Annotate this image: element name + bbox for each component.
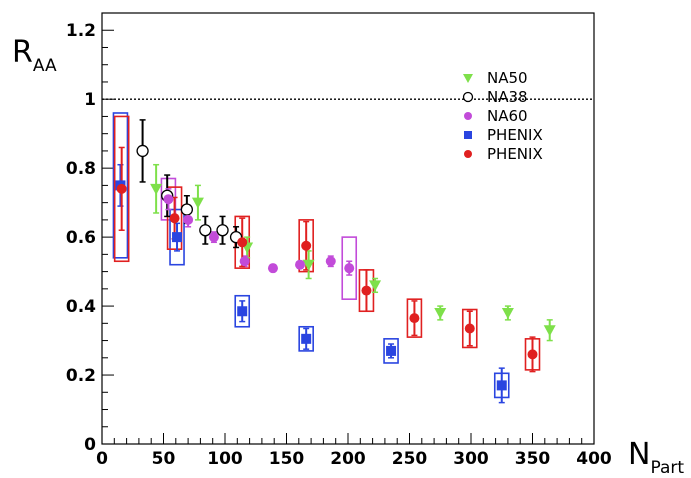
marker-phenix-3 bbox=[496, 380, 507, 391]
y-tick-label: 0.4 bbox=[66, 297, 96, 317]
x-tick-label: 200 bbox=[330, 449, 366, 469]
data-markers bbox=[115, 144, 556, 391]
marker-phenix-3 bbox=[386, 345, 397, 356]
sys-box-phenix-4 bbox=[298, 219, 314, 273]
marker-na60-2 bbox=[325, 256, 336, 267]
sys-box-phenix-4 bbox=[461, 308, 478, 349]
legend-label-na60-2: NA60 bbox=[487, 107, 528, 125]
legend-marker-phenix-4 bbox=[464, 150, 472, 158]
sys-box-phenix-4 bbox=[113, 115, 130, 263]
y-tick-label: 1 bbox=[84, 90, 96, 110]
y-tick-label: 0.2 bbox=[66, 366, 96, 386]
legend-marker-phenix-3 bbox=[464, 131, 472, 139]
legend-label-na38-1: NA38 bbox=[487, 88, 528, 106]
marker-na50-0 bbox=[191, 197, 204, 209]
marker-phenix-3 bbox=[172, 232, 183, 243]
sys-box-phenix-3 bbox=[383, 338, 399, 364]
marker-na60-2 bbox=[183, 214, 194, 225]
marker-na38-1 bbox=[199, 224, 212, 237]
legend-label-phenix-3: PHENIX bbox=[487, 126, 543, 144]
marker-na50-0 bbox=[434, 307, 447, 319]
marker-na50-0 bbox=[369, 280, 382, 292]
legend-label-na50-0: NA50 bbox=[487, 69, 528, 87]
marker-na50-0 bbox=[501, 307, 514, 319]
marker-na50-0 bbox=[543, 325, 556, 337]
sys-box-phenix-4 bbox=[166, 186, 183, 250]
y-tick-label: 0 bbox=[84, 435, 96, 455]
marker-na50-0 bbox=[150, 183, 163, 195]
marker-na60-2 bbox=[267, 263, 278, 274]
marker-phenix-4 bbox=[409, 313, 420, 324]
marker-phenix-3 bbox=[237, 306, 248, 317]
legend-label-phenix-4: PHENIX bbox=[487, 145, 543, 163]
x-tick-label: 100 bbox=[207, 449, 243, 469]
y-tick-label: 0.6 bbox=[66, 228, 96, 248]
marker-na60-2 bbox=[239, 256, 250, 267]
x-tick-label: 350 bbox=[515, 449, 551, 469]
x-tick-label: 50 bbox=[152, 449, 176, 469]
axis-tick-labels: 0 50 100 150 200 250 300 350 400 0 0.2 0.4 0.6 0.8 1 1.… bbox=[66, 21, 612, 469]
systematic-boxes bbox=[112, 112, 541, 399]
sys-box-phenix-3 bbox=[112, 112, 129, 259]
marker-na60-2 bbox=[208, 232, 219, 243]
marker-phenix-4 bbox=[237, 237, 248, 248]
legend-marker-na60-2 bbox=[464, 112, 472, 120]
marker-phenix-3 bbox=[301, 333, 312, 344]
axis-ticks bbox=[101, 12, 595, 445]
marker-phenix-4 bbox=[464, 323, 475, 334]
marker-na38-1 bbox=[216, 224, 229, 237]
marker-phenix-4 bbox=[116, 183, 127, 194]
y-tick-label: 0.8 bbox=[66, 159, 96, 179]
marker-phenix-4 bbox=[169, 213, 180, 224]
marker-phenix-4 bbox=[527, 349, 538, 360]
y-tick-label: 1.2 bbox=[66, 21, 96, 41]
x-tick-label: 250 bbox=[392, 449, 428, 469]
sys-box-phenix-4 bbox=[406, 298, 423, 338]
sys-box-phenix-3 bbox=[298, 325, 314, 352]
sys-box-phenix-3 bbox=[169, 208, 185, 266]
sys-box-na60-2 bbox=[341, 236, 358, 300]
x-tick-label: 150 bbox=[269, 449, 305, 469]
legend-marker-na38-1 bbox=[462, 91, 474, 103]
marker-phenix-4 bbox=[301, 240, 312, 251]
sys-box-phenix-3 bbox=[234, 294, 251, 328]
marker-na60-2 bbox=[344, 263, 355, 274]
marker-na38-1 bbox=[136, 144, 149, 158]
x-tick-label: 0 bbox=[96, 449, 108, 469]
x-tick-label: 400 bbox=[576, 449, 612, 469]
marker-phenix-4 bbox=[361, 285, 372, 296]
x-tick-label: 300 bbox=[453, 449, 489, 469]
legend-marker-na50-0 bbox=[463, 74, 473, 83]
y-axis-title: RAA bbox=[12, 35, 57, 76]
marker-na50-0 bbox=[302, 259, 315, 271]
marker-na38-1 bbox=[180, 203, 194, 216]
marker-na60-2 bbox=[163, 194, 174, 205]
x-axis-title: NPart bbox=[628, 437, 684, 478]
marker-na60-2 bbox=[295, 259, 306, 270]
